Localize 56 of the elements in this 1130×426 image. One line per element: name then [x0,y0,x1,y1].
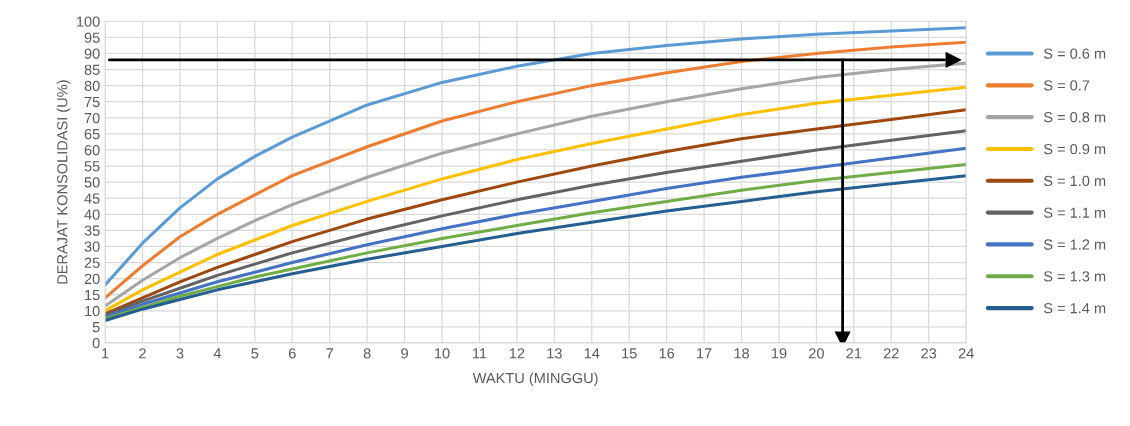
y-tick-label: 50 [84,177,100,188]
x-tick-label: 14 [584,348,600,359]
x-tick-label: 4 [213,348,222,359]
y-tick-label: 85 [84,64,100,75]
y-axis-title: DERAJAT KONSOLIDASI (U%) [56,80,71,284]
x-tick-label: 15 [622,348,637,359]
legend-label: S = 1.3 m [1043,271,1106,282]
y-tick-label: 90 [84,48,100,59]
y-tick-label: 0 [92,338,100,349]
x-tick-label: 6 [288,348,296,359]
legend-label: S = 1.2 m [1043,239,1106,250]
y-tick-label: 10 [85,305,100,317]
y-tick-label: 35 [84,225,100,236]
y-tick-label: 100 [77,16,100,27]
y-tick-label: 25 [84,257,100,268]
legend-label: S = 0.8 m [1043,112,1106,123]
y-tick-label: 40 [84,209,100,220]
legend-label: S = 1.1 m [1043,207,1106,218]
legend-label: S = 0.7 [1043,80,1090,91]
legend-label: S = 0.9 m [1043,143,1106,155]
x-tick-label: 18 [734,348,749,359]
y-tick-label: 65 [84,128,100,140]
y-tick-label: 95 [84,32,100,43]
legend-label: S = 1.4 m [1043,303,1106,314]
x-tick-label: 5 [251,348,259,359]
x-tick-label: 7 [326,348,334,359]
x-tick-label: 24 [958,348,974,359]
x-tick-label: 3 [176,348,184,359]
legend-label: S = 1.0 m [1043,175,1106,187]
x-tick-label: 2 [139,348,146,359]
x-tick-label: 21 [846,348,862,359]
y-tick-label: 20 [84,273,100,285]
y-tick-label: 70 [84,112,100,124]
x-tick-label: 19 [771,348,787,359]
y-tick-label: 15 [85,289,100,301]
x-tick-label: 1 [102,348,109,359]
x-tick-label: 12 [509,348,525,359]
x-tick-label: 8 [363,348,371,359]
x-tick-label: 16 [659,348,675,359]
y-tick-label: 45 [84,193,100,204]
x-tick-label: 17 [697,348,712,359]
y-tick-label: 5 [92,322,100,333]
y-tick-label: 30 [84,241,100,252]
legend-label: S = 0.6 m [1043,48,1106,59]
y-tick-label: 80 [84,80,100,92]
x-tick-label: 13 [547,348,562,359]
x-tick-label: 20 [809,348,824,359]
y-tick-label: 55 [84,161,100,172]
x-tick-label: 10 [435,348,450,359]
x-tick-label: 9 [401,348,408,359]
y-tick-label: 75 [84,96,100,108]
x-tick-label: 11 [473,348,487,359]
x-tick-label: 23 [921,348,937,359]
x-tick-label: 22 [883,348,899,359]
x-axis-title: WAKTU (MINGGU) [472,372,598,387]
y-tick-label: 60 [84,145,100,156]
